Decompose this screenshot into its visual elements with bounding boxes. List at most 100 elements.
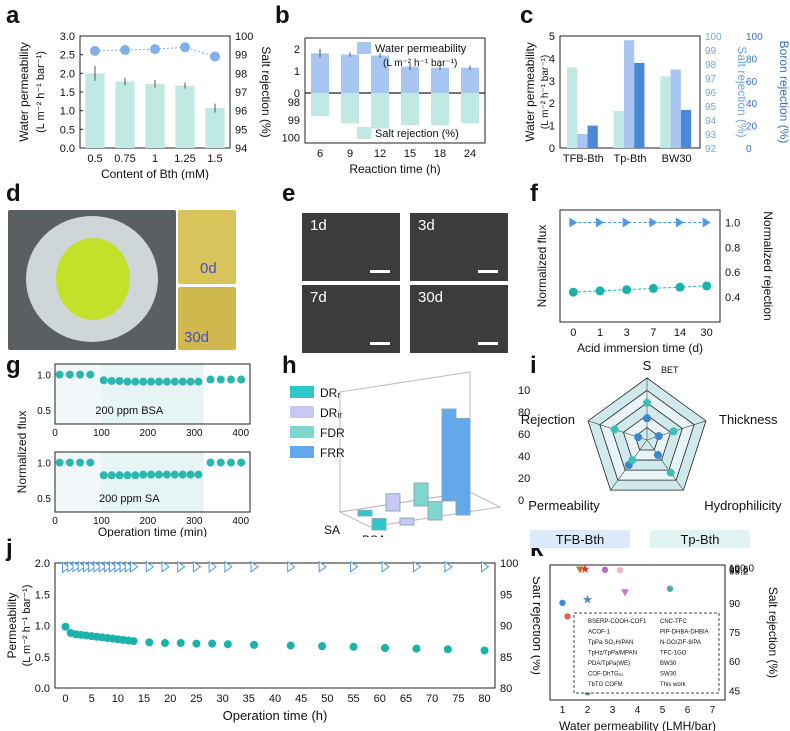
y2-tick-label: 100.0 [729, 564, 754, 575]
x-axis-label: Reaction time (h) [349, 162, 440, 176]
y-tick-label: 99 [288, 115, 300, 127]
y-tick-label: 2 [294, 44, 300, 56]
panel-label-j: j [6, 535, 13, 562]
rejection-point [120, 45, 130, 55]
data-point [576, 566, 584, 574]
petri-dish-photo [8, 210, 176, 350]
y-tick-label: 1 [294, 66, 300, 78]
y-tick-label: 0.5 [37, 406, 51, 417]
rejection-point [177, 560, 186, 573]
y-axis-label: Water permeability [523, 42, 537, 142]
flux-point [123, 471, 132, 480]
x-tick-label: 300 [186, 516, 203, 527]
y2-tick-label: 95 [705, 102, 717, 113]
z-tick-label: 40 [518, 451, 530, 463]
rejection-point [119, 560, 128, 573]
chart-i: S BET Thickness Hydrophilicity Permeability R… [521, 358, 782, 548]
flux-point [131, 471, 140, 480]
bar [175, 85, 195, 148]
x-tick-label: 6 [317, 148, 323, 160]
y2-tick-label: 85 [500, 652, 512, 664]
flux-point [65, 458, 74, 467]
x-tick-label: 0 [570, 327, 576, 339]
z-tick-label: 60 [518, 429, 530, 441]
x-tick-label: 0 [62, 693, 68, 705]
rejection-point [145, 560, 155, 573]
legend-swatch [357, 42, 371, 54]
rejection-bar [341, 93, 359, 124]
radar-point [634, 433, 643, 442]
flux-point [186, 470, 195, 479]
rejection-line [94, 46, 216, 58]
x-tick-label: 18 [434, 148, 446, 160]
x-tick-label: 45 [295, 693, 307, 705]
y2-tick-label: 96 [235, 106, 247, 118]
legend-swatch [357, 127, 371, 139]
fouling-region [101, 364, 204, 424]
legend-label: TFC-1GO [660, 651, 687, 657]
x-axis-label: Operation time (h) [223, 708, 328, 723]
scale-bar [478, 342, 498, 345]
y3-tick-label: 20 [746, 122, 758, 133]
flux-point [194, 377, 203, 386]
x-tick-label: 1 [597, 327, 603, 339]
sem-label-30d: 30d [418, 289, 444, 306]
legend-label: SW30 [660, 672, 677, 678]
y2-tick-label: 99 [705, 46, 717, 57]
x-axis-label: Content of Bth (mM) [101, 167, 209, 180]
y2-tick-label: 92 [705, 144, 717, 155]
legend-swatch [290, 386, 314, 398]
panel-label-g: g [6, 352, 21, 379]
bar [145, 83, 165, 148]
panel-label-i: i [530, 352, 537, 379]
legend-label: ACOF-1 [588, 630, 611, 636]
axis-frame [54, 363, 251, 425]
y3-axis-label: Boron rejection (%) [777, 41, 790, 144]
rejection-point [77, 560, 87, 573]
permeability-point [412, 644, 421, 653]
bar [441, 408, 457, 502]
y2-tick-label: 96 [705, 88, 717, 99]
panel-label-a: a [6, 2, 20, 29]
flux-point [237, 458, 246, 467]
chart-h: 0 20 40 60 80 100 SA BSA DRᵣ DRᵢᵣ FDR FRR [290, 371, 530, 537]
y3-tick-label: 0 [746, 144, 752, 155]
rejection-point [250, 560, 259, 573]
permeability-point [208, 639, 217, 648]
flux-point [178, 377, 187, 386]
axis-frame [549, 564, 726, 701]
legend-swatch [650, 530, 750, 548]
flux-point [162, 377, 171, 386]
permeability-bar [461, 67, 479, 93]
chart-j: 0.0 0.5 1.0 1.5 2.0 80 85 90 95 100 0 5 10 15 20 25 30 35… [5, 558, 540, 723]
permeability-point [223, 640, 232, 649]
y-tick-label: 0.5 [37, 494, 51, 505]
permeability-bar [311, 53, 329, 93]
flux-point [194, 470, 203, 479]
radar-point [654, 432, 663, 441]
flux-point [65, 370, 74, 379]
z-tick-label: 20 [518, 473, 530, 485]
x-tick-label: 40 [269, 693, 281, 705]
x-tick-label: 0 [52, 516, 58, 527]
rejection-point [72, 560, 81, 573]
permeability-bar [401, 66, 419, 93]
flux-point [76, 370, 85, 379]
axis-label-hydrophilicity: Hydrophilicity [704, 498, 782, 513]
bar [455, 417, 471, 516]
x-tick-label: 60 [374, 693, 386, 705]
radar-point [643, 414, 651, 423]
y2-axis-label: Salt rejection (%) [530, 576, 540, 675]
z-tick-label: 80 [518, 407, 530, 419]
sem-label-7d: 7d [310, 289, 327, 306]
membrane-photo-0d: 0d [178, 210, 236, 284]
legend-label: FRR [320, 446, 345, 460]
bar [577, 134, 588, 148]
bar [115, 81, 135, 148]
flux-point [55, 370, 64, 379]
bar [399, 517, 415, 526]
x-tick-label: 75 [452, 693, 464, 705]
data-point [616, 566, 624, 574]
rejection-point [124, 560, 134, 573]
rejection-point [702, 217, 711, 228]
